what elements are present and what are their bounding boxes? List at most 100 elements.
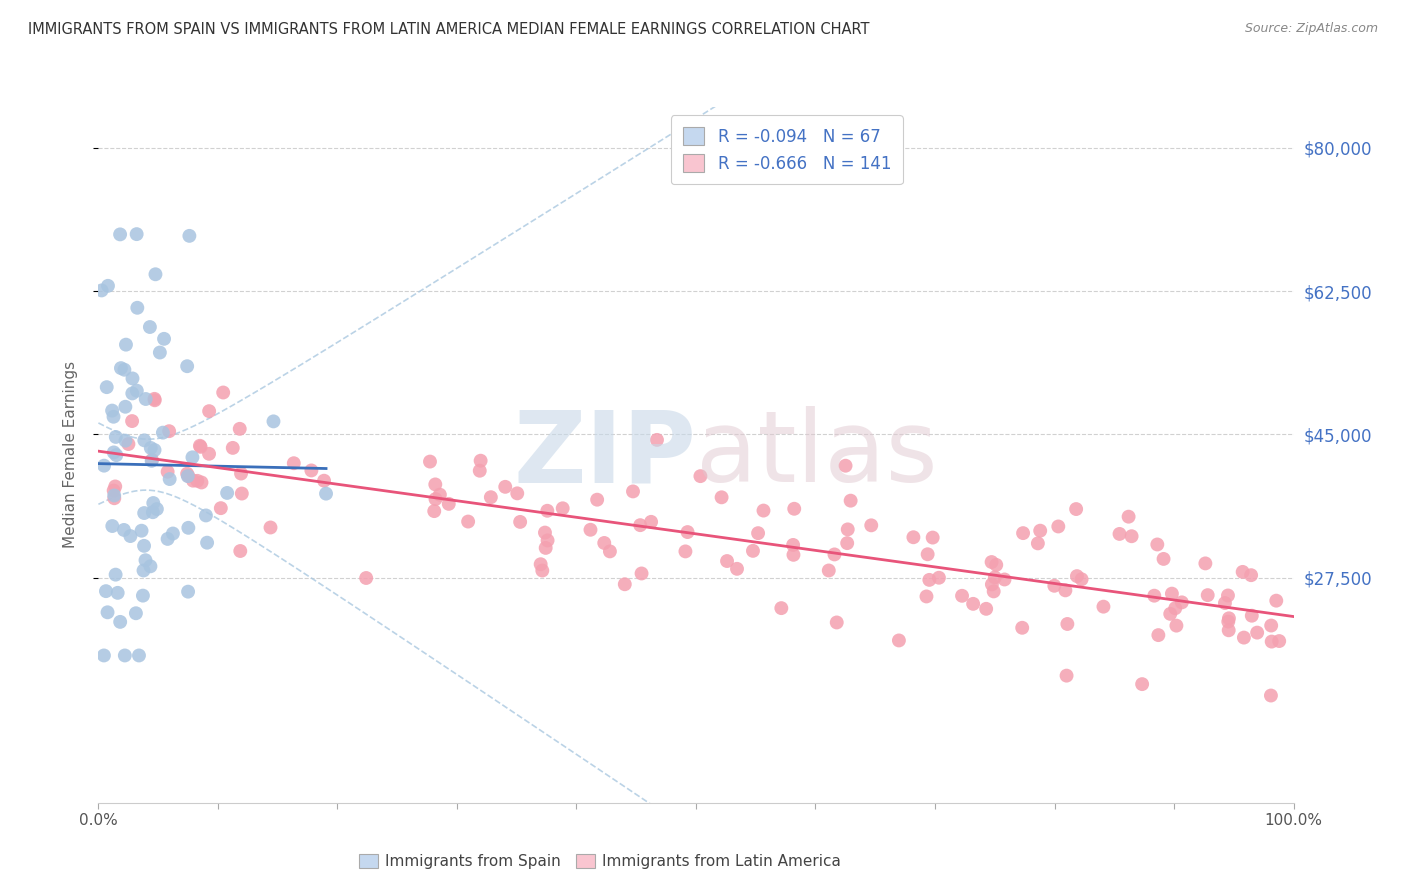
Point [1011,621,1033,635]
Point [1246,625,1268,640]
Point [437,497,460,511]
Point [825,615,848,630]
Point [212,385,235,400]
Point [114,400,136,414]
Point [1260,689,1282,703]
Point [231,486,253,500]
Point [229,422,252,436]
Point [142,505,165,519]
Point [121,371,143,385]
Point [176,359,198,374]
Point [139,441,162,455]
Point [222,441,245,455]
Point [628,518,651,533]
Point [101,403,124,417]
Point [117,437,139,451]
Point [834,458,856,473]
Point [312,474,335,488]
Point [586,492,609,507]
Text: Source: ZipAtlas.com: Source: ZipAtlas.com [1244,22,1378,36]
Point [509,515,531,529]
Point [162,526,184,541]
Point [149,345,172,359]
Point [716,554,738,568]
Point [198,447,221,461]
Point [1218,611,1240,625]
Point [135,392,157,406]
Point [177,584,200,599]
Point [531,564,554,578]
Point [143,442,166,457]
Point [423,504,446,518]
Point [593,536,616,550]
Point [139,320,162,334]
Point [103,445,125,459]
Point [1218,624,1240,638]
Point [143,392,166,406]
Point [725,562,748,576]
Point [104,567,127,582]
Point [1232,565,1254,579]
Point [104,479,127,493]
Point [1160,587,1182,601]
Point [1056,668,1078,682]
Point [152,425,174,440]
Point [145,267,167,281]
Point [630,566,652,581]
Point [121,386,143,401]
Point [479,490,502,504]
Point [1056,617,1078,632]
Point [1265,593,1288,607]
Point [1130,677,1153,691]
Point [90,284,112,298]
Point [190,475,212,490]
Point [141,454,163,468]
Point [143,393,166,408]
Point [354,571,377,585]
Point [921,531,943,545]
Point [839,493,862,508]
Point [1064,502,1087,516]
Point [134,553,156,567]
Point [195,535,218,549]
Point [176,467,198,481]
Point [94,584,117,599]
Point [194,508,217,523]
Point [1066,569,1088,583]
Point [125,384,148,398]
Point [817,564,839,578]
Point [621,484,644,499]
Point [103,488,125,502]
Point [1121,529,1143,543]
Point [536,533,558,548]
Point [159,472,181,486]
Point [425,477,447,491]
Point [742,544,765,558]
Point [1147,628,1170,642]
Point [534,525,557,540]
Point [156,532,179,546]
Point [534,541,557,555]
Point [494,480,516,494]
Point [1240,568,1263,582]
Point [468,464,491,478]
Point [1146,537,1168,551]
Point [121,414,143,428]
Point [710,491,733,505]
Point [181,450,204,465]
Point [640,515,662,529]
Point [179,228,201,243]
Point [132,589,155,603]
Point [1143,589,1166,603]
Point [156,465,179,479]
Point [120,529,142,543]
Point [115,337,138,351]
Point [915,590,938,604]
Point [1043,579,1066,593]
Point [1070,572,1092,586]
Point [131,524,153,538]
Point [97,278,120,293]
Point [1159,607,1181,621]
Point [259,520,281,534]
Point [108,227,131,242]
